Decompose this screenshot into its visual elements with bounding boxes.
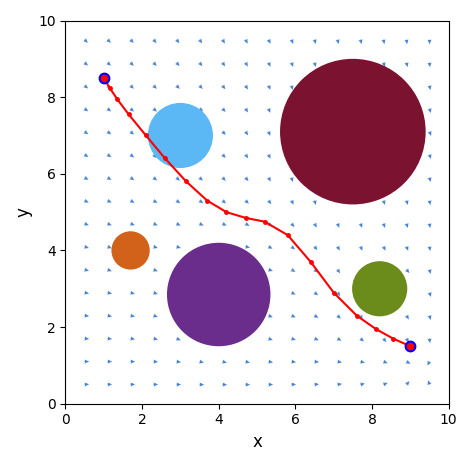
Circle shape xyxy=(167,243,270,346)
Circle shape xyxy=(280,59,426,205)
Circle shape xyxy=(111,231,150,270)
Circle shape xyxy=(352,261,407,316)
Y-axis label: y: y xyxy=(15,207,33,217)
X-axis label: x: x xyxy=(252,433,262,451)
Circle shape xyxy=(148,103,213,168)
